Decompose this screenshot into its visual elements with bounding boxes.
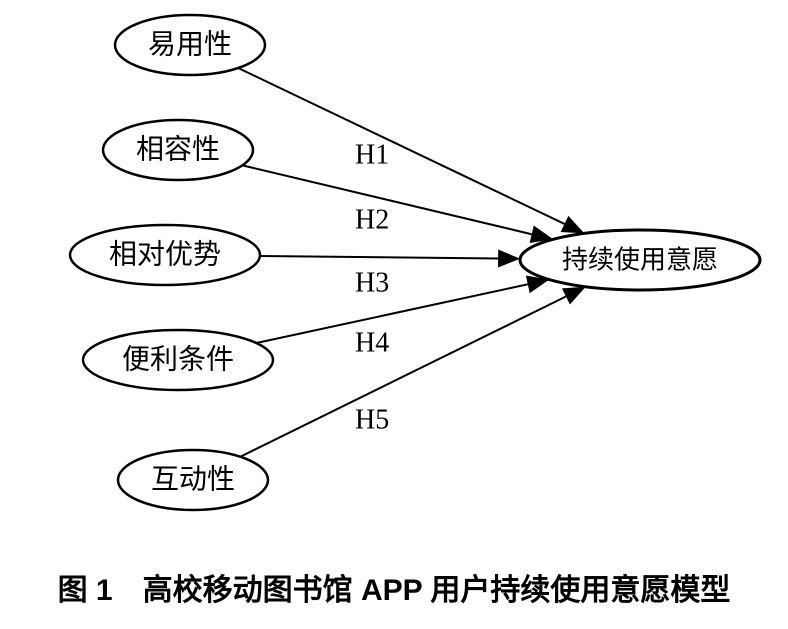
figure-caption-text: 高校移动图书馆 APP 用户持续使用意愿模型 — [143, 573, 731, 607]
edge-label-e5: H5 — [355, 405, 389, 436]
arrowhead-e1 — [561, 216, 585, 234]
edge-label-e2: H2 — [355, 205, 389, 236]
node-label-n2: 相容性 — [136, 134, 220, 166]
node-label-n1: 易用性 — [148, 29, 232, 61]
edge-e5 — [240, 296, 566, 456]
node-label-n5: 互动性 — [151, 464, 235, 496]
node-label-target: 持续使用意愿 — [562, 246, 718, 275]
diagram-svg: H1 H2 H3 H4 H5 易用性相容性相对优势便利条件互动性 持续使用意愿图 1 高校移… — [0, 0, 788, 629]
edge-label-e1: H1 — [355, 140, 389, 171]
edge-label-e3: H3 — [355, 268, 389, 299]
nodes-group: 易用性相容性相对优势便利条件互动性 持续使用意愿 — [70, 15, 760, 510]
diagram-container: H1 H2 H3 H4 H5 易用性相容性相对优势便利条件互动性 持续使用意愿图 1 高校移… — [0, 0, 788, 629]
node-label-n3: 相对优势 — [109, 239, 221, 271]
edge-label-e4: H4 — [355, 328, 389, 359]
figure-caption: 图 1 高校移动图书馆 APP 用户持续使用意愿模型 — [58, 573, 731, 607]
arrowhead-e3 — [498, 250, 520, 268]
edge-e1 — [238, 68, 564, 224]
figure-caption-prefix: 图 1 — [58, 574, 113, 607]
node-label-n4: 便利条件 — [122, 344, 234, 376]
edge-e3 — [260, 256, 498, 259]
